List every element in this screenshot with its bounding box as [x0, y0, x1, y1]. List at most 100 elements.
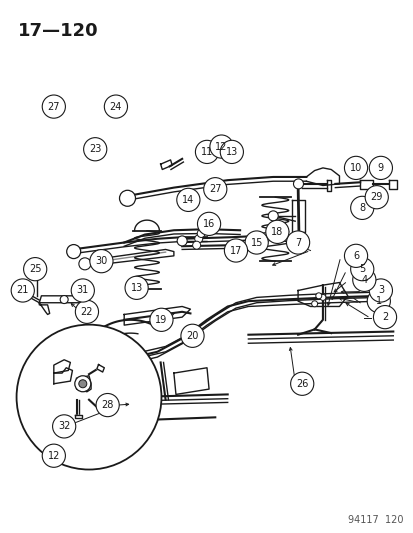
- Text: 11: 11: [200, 147, 213, 157]
- Text: 32: 32: [58, 422, 70, 431]
- Circle shape: [180, 324, 204, 348]
- Circle shape: [83, 138, 107, 161]
- Circle shape: [75, 376, 90, 392]
- Circle shape: [194, 235, 202, 243]
- Polygon shape: [388, 180, 396, 189]
- Circle shape: [366, 289, 389, 313]
- Polygon shape: [98, 404, 106, 412]
- Text: 27: 27: [47, 102, 60, 111]
- Polygon shape: [359, 180, 372, 189]
- Circle shape: [265, 220, 288, 244]
- Text: 9: 9: [377, 163, 383, 173]
- Circle shape: [104, 95, 127, 118]
- Text: 4: 4: [361, 275, 366, 285]
- Text: 23: 23: [89, 144, 101, 154]
- Text: 19: 19: [155, 315, 167, 325]
- Text: 15: 15: [250, 238, 262, 247]
- Polygon shape: [97, 365, 104, 372]
- Circle shape: [290, 372, 313, 395]
- Circle shape: [364, 185, 387, 209]
- Circle shape: [220, 140, 243, 164]
- Polygon shape: [83, 249, 173, 266]
- Circle shape: [344, 156, 367, 180]
- Circle shape: [150, 308, 173, 332]
- Circle shape: [66, 245, 81, 259]
- Circle shape: [119, 190, 135, 206]
- Text: 94117  120: 94117 120: [348, 515, 403, 525]
- Polygon shape: [76, 376, 91, 392]
- Text: 10: 10: [349, 163, 361, 173]
- Text: 12: 12: [215, 142, 227, 151]
- Text: 24: 24: [109, 102, 122, 111]
- Text: 30: 30: [95, 256, 107, 266]
- Text: 13: 13: [225, 147, 237, 157]
- Circle shape: [197, 212, 220, 236]
- Circle shape: [350, 257, 373, 281]
- Circle shape: [96, 393, 119, 417]
- Circle shape: [192, 241, 200, 249]
- Text: 17: 17: [229, 246, 242, 255]
- Text: 16: 16: [202, 219, 215, 229]
- Text: 18: 18: [271, 227, 283, 237]
- Circle shape: [195, 140, 218, 164]
- Polygon shape: [54, 360, 70, 373]
- Circle shape: [60, 295, 68, 304]
- Text: 20: 20: [186, 331, 198, 341]
- Circle shape: [209, 135, 233, 158]
- Circle shape: [17, 325, 161, 470]
- Circle shape: [286, 231, 309, 254]
- Text: 14: 14: [182, 195, 194, 205]
- Text: 2: 2: [381, 312, 387, 322]
- Circle shape: [11, 279, 34, 302]
- Text: 29: 29: [370, 192, 382, 202]
- Circle shape: [125, 276, 148, 300]
- Polygon shape: [173, 368, 209, 394]
- Circle shape: [42, 95, 65, 118]
- Circle shape: [90, 249, 113, 273]
- Text: 22: 22: [81, 307, 93, 317]
- Polygon shape: [292, 200, 304, 232]
- Circle shape: [350, 196, 373, 220]
- Text: 26: 26: [295, 379, 308, 389]
- Text: 31: 31: [76, 286, 89, 295]
- Circle shape: [268, 211, 278, 221]
- Circle shape: [224, 239, 247, 262]
- Circle shape: [244, 231, 268, 254]
- Polygon shape: [74, 415, 82, 418]
- Polygon shape: [54, 368, 72, 384]
- Text: 6: 6: [352, 251, 358, 261]
- Text: 13: 13: [130, 283, 142, 293]
- Circle shape: [311, 301, 317, 307]
- Text: 12: 12: [47, 451, 60, 461]
- Circle shape: [177, 236, 187, 246]
- Circle shape: [352, 268, 375, 292]
- Circle shape: [52, 415, 76, 438]
- Text: 7: 7: [294, 238, 301, 247]
- Circle shape: [315, 293, 321, 299]
- Polygon shape: [39, 303, 50, 314]
- Circle shape: [368, 279, 392, 302]
- Circle shape: [203, 177, 226, 201]
- Circle shape: [42, 444, 65, 467]
- Circle shape: [197, 229, 205, 238]
- Circle shape: [75, 300, 98, 324]
- Text: 27: 27: [209, 184, 221, 194]
- Polygon shape: [326, 180, 330, 191]
- Polygon shape: [160, 160, 172, 169]
- Text: 3: 3: [377, 286, 383, 295]
- Text: 28: 28: [101, 400, 114, 410]
- Circle shape: [259, 233, 269, 243]
- Circle shape: [319, 294, 325, 301]
- Circle shape: [373, 305, 396, 329]
- Circle shape: [176, 188, 199, 212]
- Text: 5: 5: [358, 264, 365, 274]
- Text: 21: 21: [17, 286, 29, 295]
- Polygon shape: [124, 306, 190, 325]
- Text: 17—120: 17—120: [18, 22, 98, 40]
- Circle shape: [33, 268, 41, 276]
- Circle shape: [293, 179, 303, 189]
- Polygon shape: [39, 296, 83, 303]
- Circle shape: [71, 279, 94, 302]
- Circle shape: [344, 244, 367, 268]
- Text: 25: 25: [29, 264, 41, 274]
